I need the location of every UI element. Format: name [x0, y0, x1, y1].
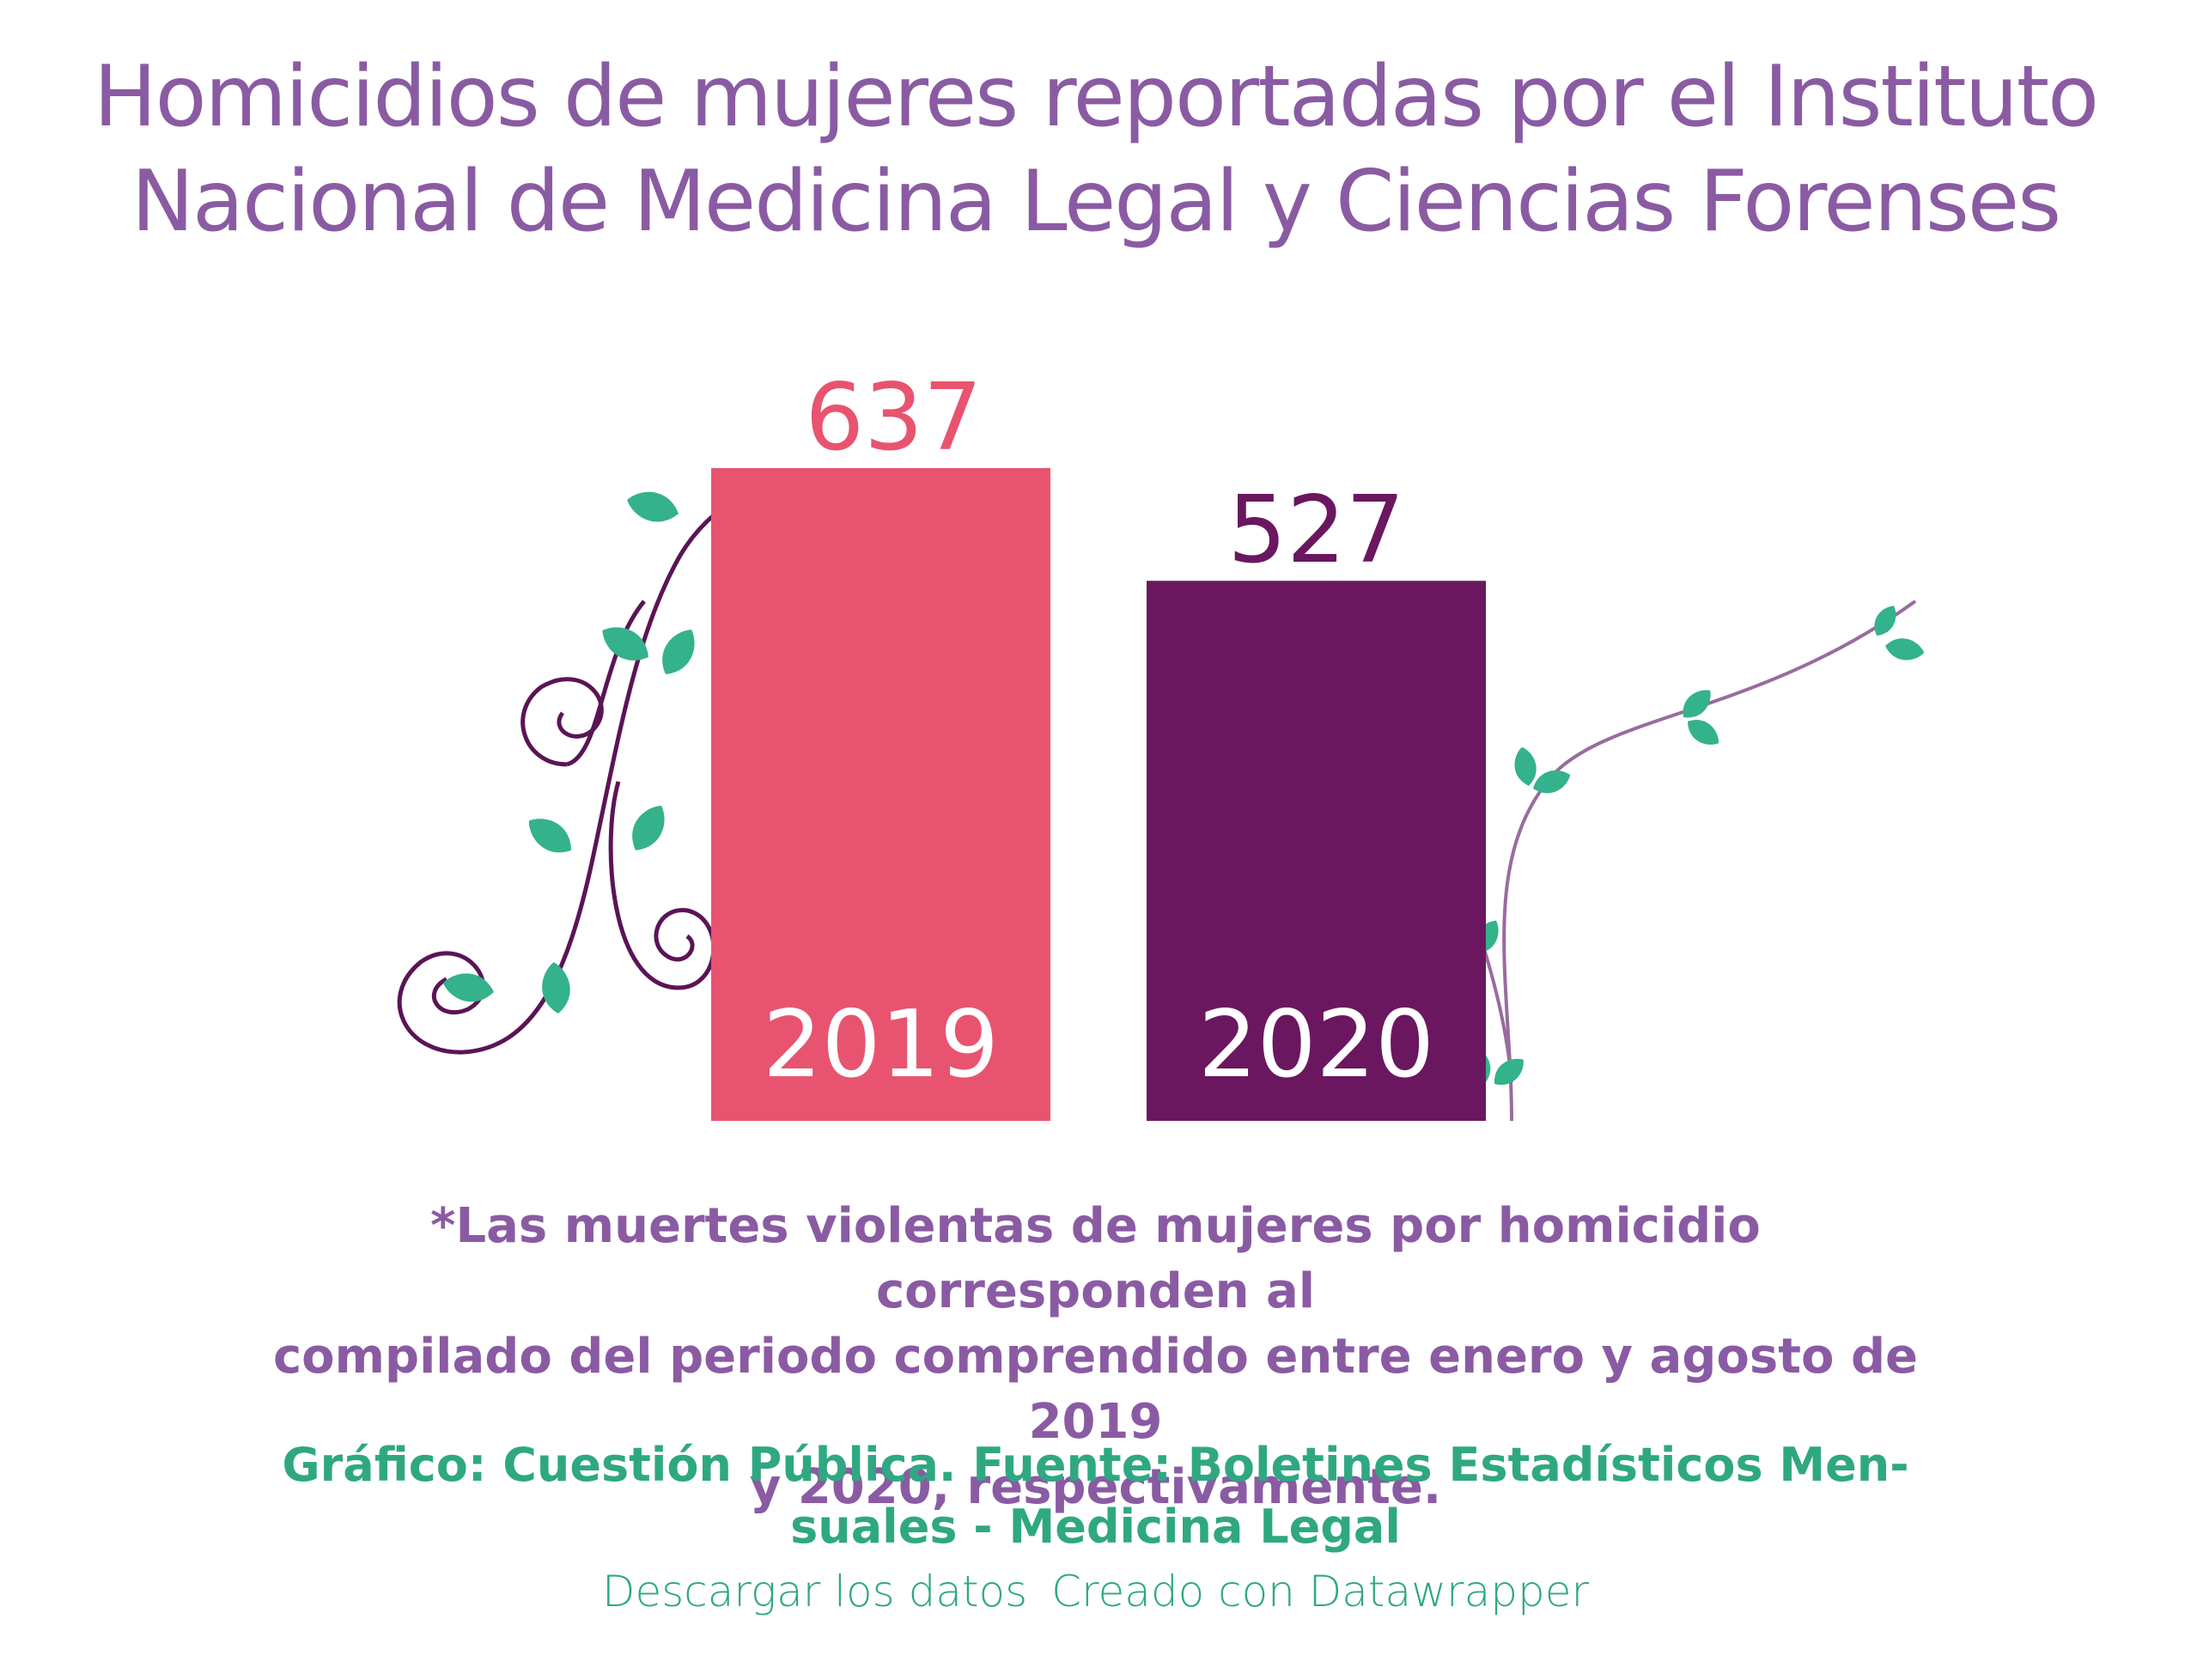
footnote-line-2: compilado del periodo comprendido entre … [272, 1329, 1919, 1450]
chart-title: Homicidios de mujeres reportadas por el … [0, 45, 2191, 254]
chart-title-line-1: Homicidios de mujeres reportadas por el … [93, 48, 2099, 146]
leaf-icon [528, 819, 571, 853]
leaf-icon [662, 630, 695, 674]
source-credit: Gráfico: Cuestión Pública. Fuente: Bolet… [258, 1434, 1933, 1558]
bars-group: 637 2019 527 2020 [711, 364, 1486, 1121]
leaf-icon [1885, 638, 1925, 660]
footer-links: Descargar los datos Creado con Datawrapp… [258, 1563, 1933, 1620]
category-label-2019: 2019 [763, 991, 999, 1099]
chart-title-line-2: Nacional de Medicina Legal y Ciencias Fo… [131, 153, 2062, 251]
value-label-2019: 637 [805, 364, 982, 472]
leaf-icon [542, 962, 570, 1013]
leaf-icon [1494, 1058, 1524, 1086]
bar-chart: 637 2019 527 2020 [397, 364, 1925, 1122]
leaf-icon [602, 627, 648, 660]
category-label-2020: 2020 [1198, 991, 1434, 1099]
leaf-decoration-left [442, 479, 749, 1013]
leaf-icon [1533, 770, 1571, 794]
leaf-icon [1683, 690, 1711, 718]
leaf-icon [442, 973, 494, 1002]
leaf-icon [1514, 746, 1537, 786]
footnote: *Las muertes violentas de mujeres por ho… [258, 1194, 1933, 1520]
footnote-line-3: y 2020, respectivamente. [749, 1459, 1442, 1515]
source-credit-line-1: Gráfico: Cuestión Pública. Fuente: Bolet… [282, 1438, 1909, 1492]
value-label-2020: 527 [1227, 477, 1404, 584]
download-data-link[interactable]: Descargar los datos [601, 1567, 1028, 1616]
source-credit-line-2: suales - Medicina Legal [790, 1500, 1401, 1554]
bar-2019 [711, 468, 1050, 1121]
leaf-icon [1688, 720, 1719, 745]
footnote-line-1: *Las muertes violentas de mujeres por ho… [430, 1198, 1761, 1319]
datawrapper-link[interactable]: Creado con Datawrapper [1051, 1567, 1590, 1616]
bar-2020 [1147, 581, 1486, 1121]
leaf-icon [627, 491, 679, 522]
leaf-icon [632, 806, 665, 850]
leaf-icon [1874, 606, 1896, 636]
